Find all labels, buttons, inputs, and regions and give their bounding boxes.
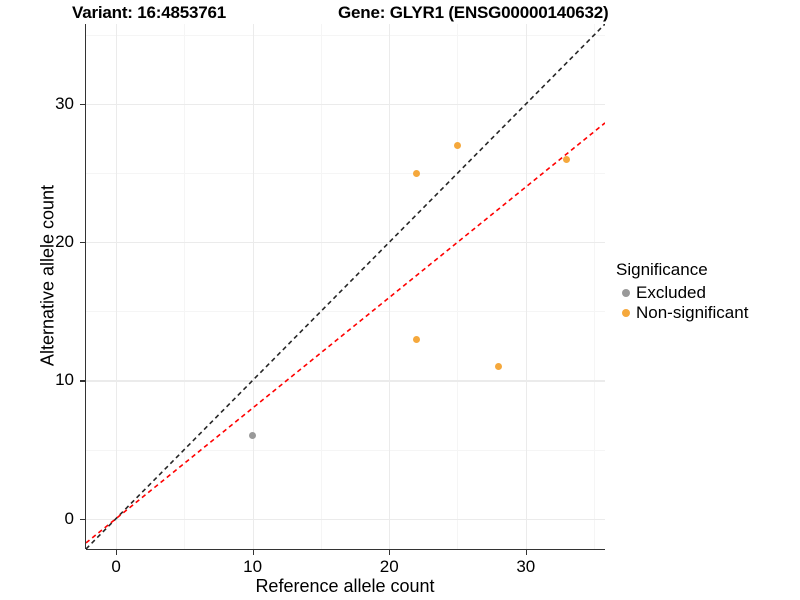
y-axis-tick-label: 0 — [64, 508, 74, 528]
y-axis-tick — [80, 518, 85, 520]
gridline-minor-horizontal — [86, 311, 605, 313]
x-axis-line — [86, 549, 605, 551]
gridline-minor-vertical — [184, 24, 186, 549]
variant-title: Variant: 16:4853761 — [72, 3, 227, 22]
data-point — [413, 335, 421, 343]
x-axis-tick — [389, 550, 391, 555]
gridline-major-horizontal — [86, 518, 605, 520]
y-axis-tick — [80, 242, 85, 244]
data-point — [563, 155, 571, 163]
gridline-minor-horizontal — [86, 449, 605, 451]
gridline-major-vertical — [116, 24, 118, 549]
gridline-minor-vertical — [594, 24, 596, 549]
x-axis-tick — [525, 550, 527, 555]
reference-line-ratio — [86, 122, 605, 544]
legend: Significance Excluded Non-significant — [616, 260, 796, 323]
dot-icon — [622, 289, 630, 297]
legend-item[interactable]: Excluded — [616, 283, 796, 303]
gene-title: Gene: GLYR1 (ENSG00000140632) — [338, 3, 609, 22]
data-point — [413, 169, 421, 177]
legend-key-dot-icon — [616, 283, 636, 303]
data-point — [453, 142, 461, 150]
y-axis-tick-label: 10 — [55, 370, 74, 390]
legend-item-label: Non-significant — [636, 303, 749, 322]
gridline-minor-vertical — [457, 24, 459, 549]
gridline-major-vertical — [389, 24, 391, 549]
gridline-major-horizontal — [86, 242, 605, 244]
y-axis-title: Alternative allele count — [37, 184, 58, 367]
x-axis-tick-label: 30 — [516, 557, 536, 576]
legend-item[interactable]: Non-significant — [616, 303, 796, 323]
reference-line-layer — [86, 24, 605, 549]
gridline-major-horizontal — [86, 104, 605, 106]
x-axis-tick — [116, 550, 118, 555]
gridline-major-horizontal — [86, 380, 605, 382]
gridline-minor-vertical — [320, 24, 322, 549]
y-axis-tick-label: 30 — [55, 94, 74, 114]
y-axis-line — [84, 24, 86, 549]
data-point — [494, 363, 502, 371]
gridline-minor-horizontal — [86, 35, 605, 37]
gridline-major-vertical — [252, 24, 254, 549]
x-axis-tick — [252, 550, 254, 555]
x-axis-tick-label: 10 — [243, 557, 263, 576]
x-axis-tick-label: 20 — [379, 557, 399, 576]
legend-item-label: Excluded — [636, 283, 706, 302]
dot-icon — [622, 309, 630, 317]
gridline-major-vertical — [525, 24, 527, 549]
reference-line-identity — [86, 24, 605, 549]
x-axis-title: Reference allele count — [255, 576, 435, 596]
legend-items: Excluded Non-significant — [616, 283, 796, 323]
legend-title: Significance — [616, 260, 708, 279]
legend-key-dot-icon — [616, 303, 636, 323]
gridline-minor-horizontal — [86, 173, 605, 175]
x-axis-tick-label: 0 — [111, 557, 121, 576]
y-axis-tick — [80, 104, 85, 106]
y-axis-tick — [80, 380, 85, 382]
y-axis-tick-label: 20 — [55, 232, 74, 252]
plot-panel — [86, 24, 605, 549]
data-point — [249, 432, 257, 440]
